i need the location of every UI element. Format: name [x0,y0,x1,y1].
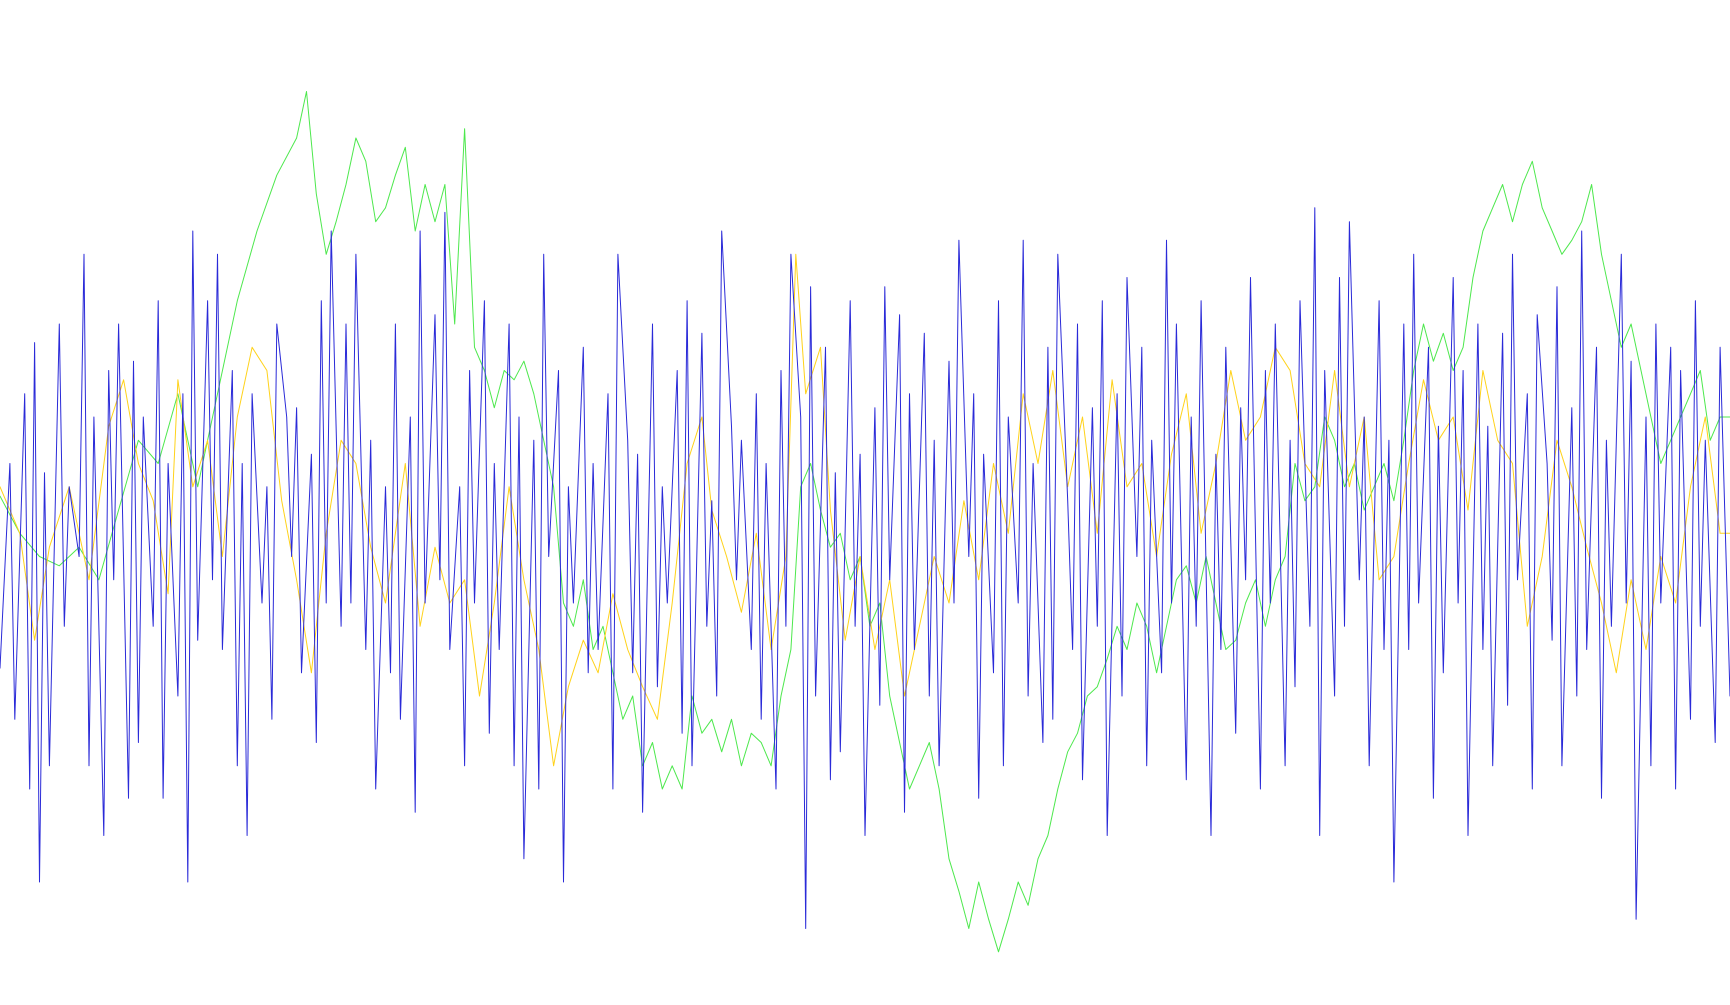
series-layer [0,91,1730,953]
series-line-1 [0,207,1730,929]
series-line-3 [0,91,1730,953]
